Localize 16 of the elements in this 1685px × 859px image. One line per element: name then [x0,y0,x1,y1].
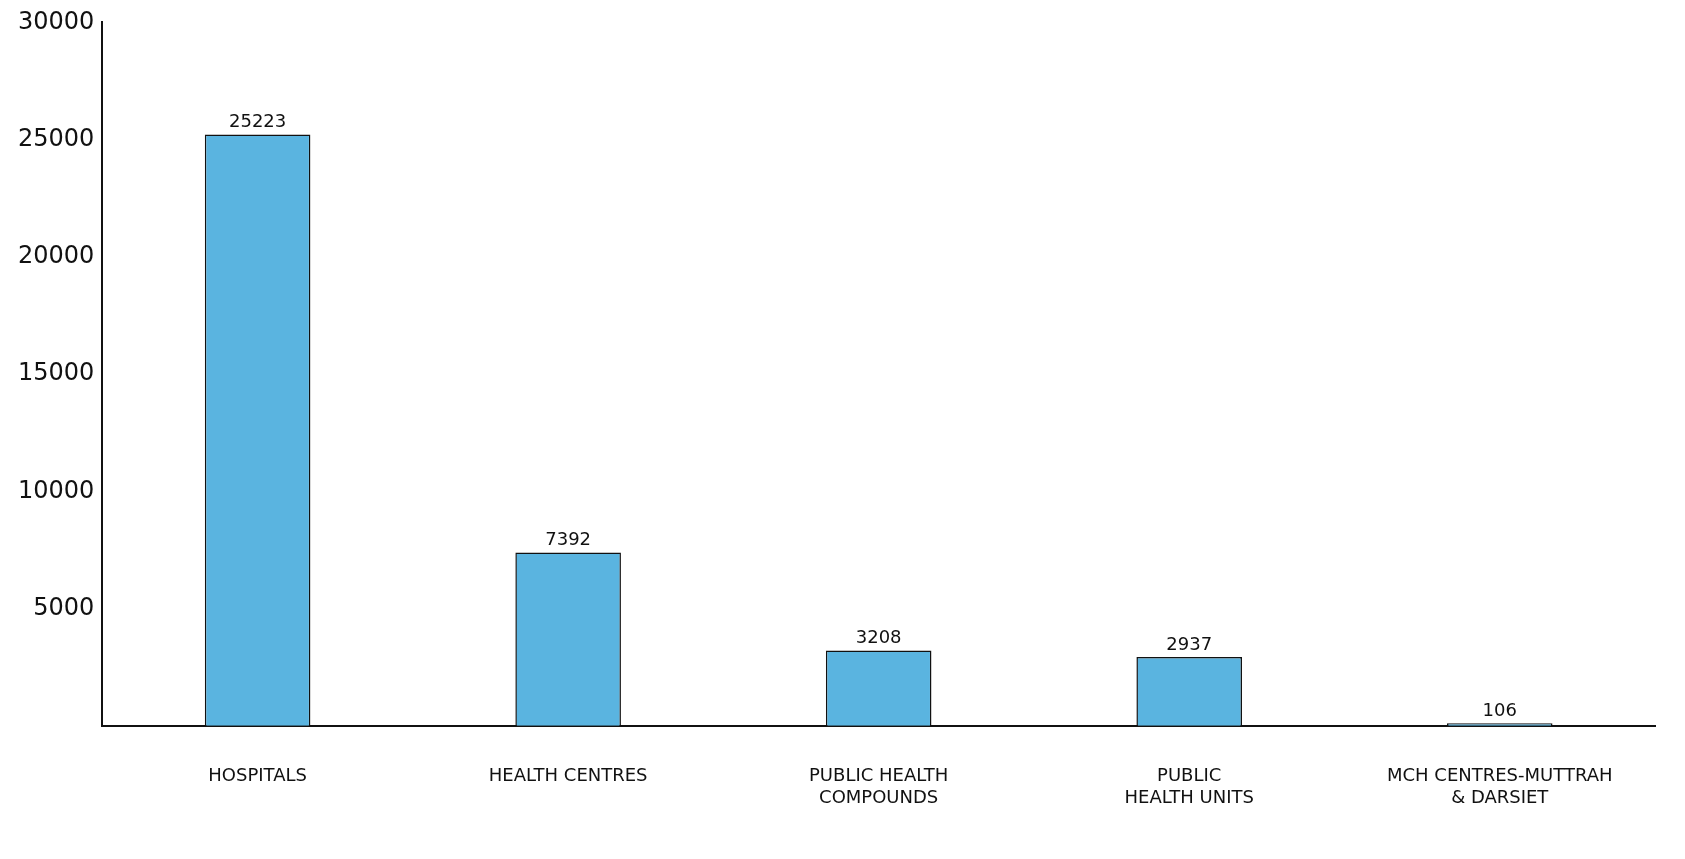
x-tick-label: HOSPITALS [208,764,307,786]
y-tick-label: 30000 [17,6,95,35]
data-label: 106 [1482,698,1517,720]
data-label: 2937 [1166,632,1213,654]
y-tick-label: 20000 [17,241,95,270]
x-tick-label: HEALTH CENTRES [488,764,648,786]
y-tick-label: 5000 [33,592,95,621]
y-tick-label: 25000 [17,123,95,152]
y-tick-label: 15000 [17,358,95,387]
x-tick-label: PUBLIC HEALTH COMPOUNDS [809,764,949,807]
x-tick-label: PUBLIC HEALTH UNITS [1124,764,1254,807]
x-tick-label: MCH CENTRES-MUTTRAH & DARSIET [1386,764,1613,807]
data-label: 25223 [228,110,287,132]
data-label: 7392 [545,528,592,550]
data-label: 3208 [855,626,902,648]
y-tick-label: 10000 [17,475,95,504]
